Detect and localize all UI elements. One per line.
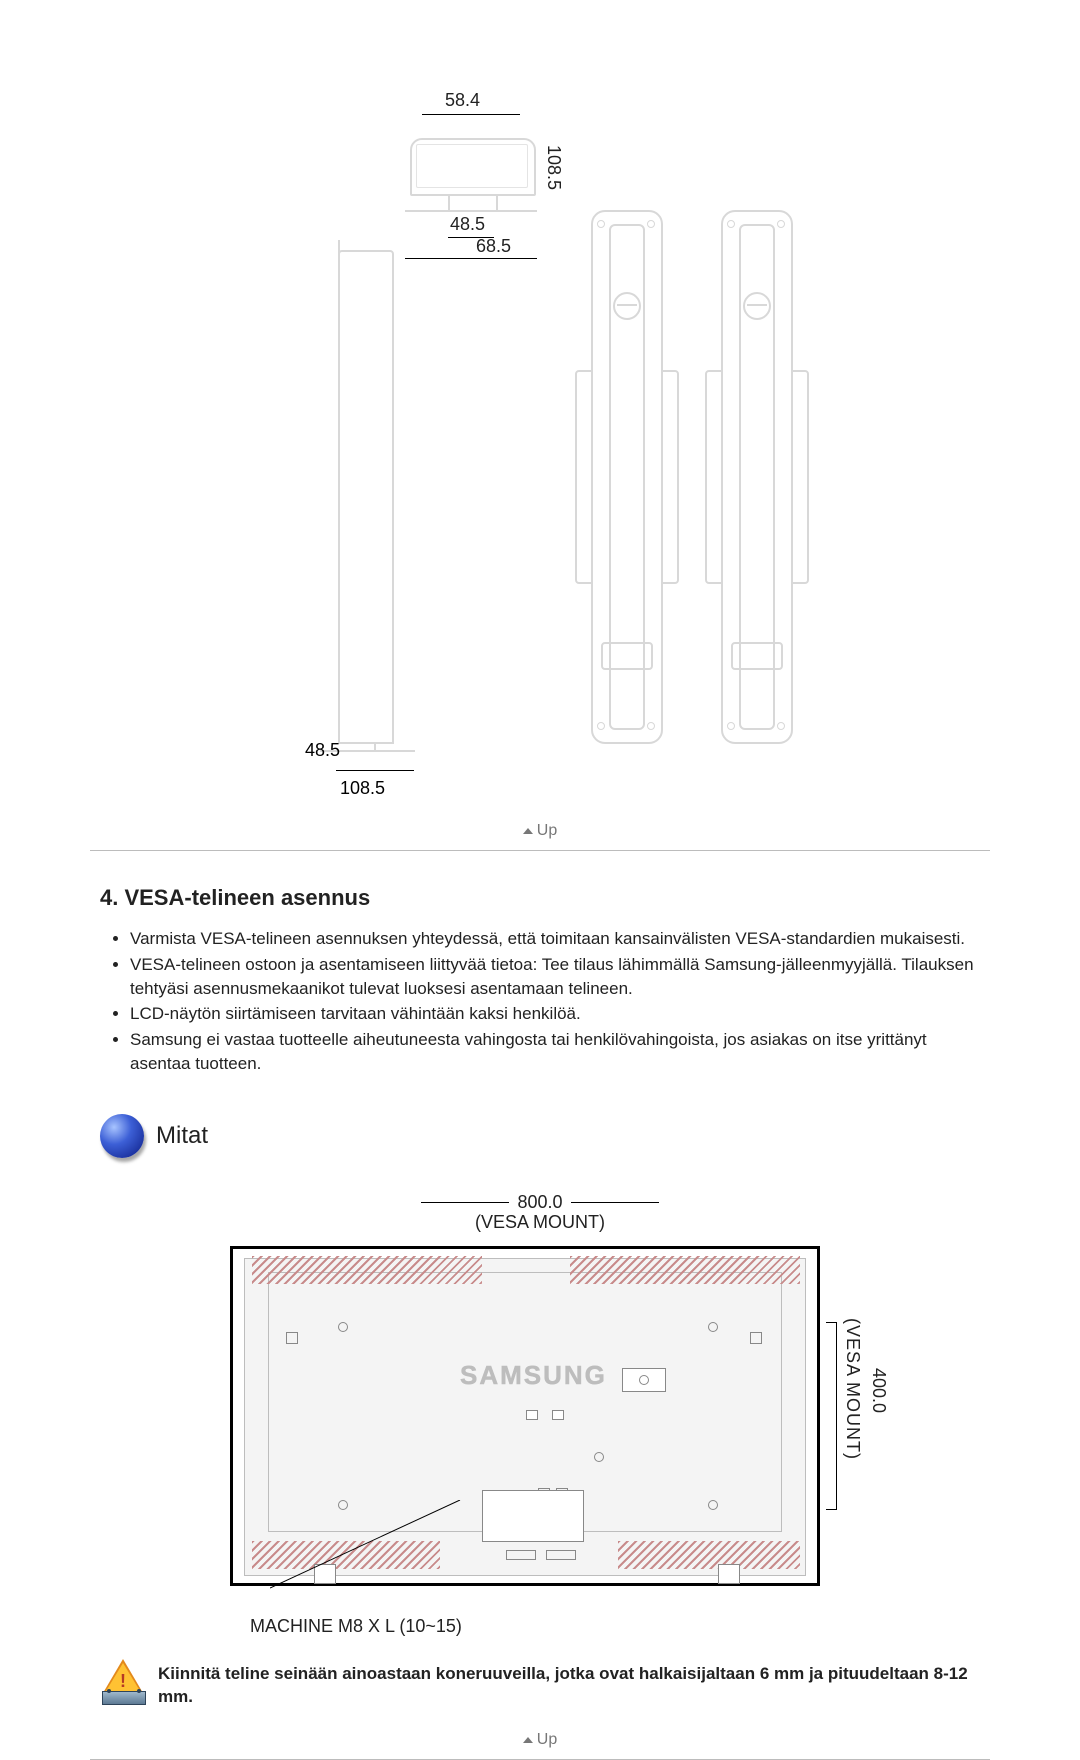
stand-foot: [405, 210, 537, 212]
foot-tab: [314, 1564, 336, 1584]
rail-bolt: [727, 220, 735, 228]
section-bullets: Varmista VESA-telineen asennuksen yhteyd…: [130, 927, 980, 1076]
up-link[interactable]: Up: [523, 822, 557, 839]
vesa-right-400: 400.0: [868, 1368, 889, 1413]
vesa-hole: [708, 1322, 718, 1332]
machine-note: MACHINE M8 X L (10~15): [250, 1616, 1080, 1637]
back-panel-screw: [750, 1332, 762, 1344]
rail-bolt: [727, 722, 735, 730]
foot-tab: [718, 1564, 740, 1584]
dim-108-5-vertical: 108.5: [543, 145, 564, 190]
bullet-item: Samsung ei vastaa tuotteelle aiheutunees…: [130, 1028, 980, 1076]
dim-line: [571, 1202, 659, 1203]
up-caret-icon: [523, 1737, 533, 1743]
section-heading: 4. VESA-telineen asennus: [100, 885, 980, 911]
up-label: Up: [537, 1731, 557, 1748]
hatch-top-left: [252, 1256, 482, 1284]
rail-bolt: [647, 722, 655, 730]
back-panel-port: [622, 1368, 666, 1392]
dim-58-4-label: 58.4: [445, 90, 480, 111]
dim-58-4-line: [422, 114, 520, 115]
back-panel-screw: [286, 1332, 298, 1344]
vesa-right-bracket: [826, 1322, 837, 1510]
bullet-item: Varmista VESA-telineen asennuksen yhteyd…: [130, 927, 980, 951]
rail-bolt: [777, 220, 785, 228]
dim-side-108-5: 108.5: [340, 778, 385, 799]
up-link-row: Up: [0, 822, 1080, 840]
mitat-row: Mitat: [100, 1114, 1080, 1158]
stand-body-inner: [416, 144, 528, 188]
bullet-item: VESA-telineen ostoon ja asentamiseen lii…: [130, 953, 980, 1001]
hatch-top-right: [570, 1256, 800, 1284]
up-label: Up: [537, 822, 557, 839]
divider: [90, 850, 990, 851]
tv-back-figure: 800.0 (VESA MOUNT) SAMSUNG (VESA MOU: [230, 1188, 850, 1608]
up-link[interactable]: Up: [523, 1731, 557, 1748]
vesa-hole: [708, 1500, 718, 1510]
rail-bolt: [597, 722, 605, 730]
dim-line: [421, 1202, 509, 1203]
back-panel-port: [526, 1410, 538, 1420]
dim-800-value: 800.0: [517, 1192, 562, 1213]
back-panel-port: [552, 1410, 564, 1420]
bullet-item: LCD-näytön siirtämiseen tarvitaan vähint…: [130, 1002, 980, 1026]
up-caret-icon: [523, 828, 533, 834]
figure-top: 58.4 108.5 48.5 68.5 48.5 108.5: [190, 40, 890, 810]
warning-icon: !: [100, 1663, 146, 1707]
samsung-logo: SAMSUNG: [460, 1360, 607, 1391]
dim-side-108-5-line: [336, 770, 414, 771]
mitat-label: Mitat: [156, 1114, 208, 1158]
up-link-row: Up: [0, 1731, 1080, 1749]
vesa-right-label: (VESA MOUNT): [842, 1318, 863, 1460]
back-centre-box: [482, 1490, 584, 1542]
sphere-icon: [100, 1114, 144, 1158]
rail-slot: [601, 642, 653, 670]
dim-800-sub: (VESA MOUNT): [230, 1212, 850, 1233]
rail-bolt: [777, 722, 785, 730]
dim-68-5: 68.5: [476, 236, 511, 257]
rail-bolt: [647, 220, 655, 228]
mount-rails: [550, 210, 850, 770]
rail-right: [705, 210, 805, 740]
warning-text: Kiinnitä teline seinään ainoastaan koner…: [158, 1663, 980, 1709]
side-slab-inner: [338, 240, 394, 744]
rail-knob: [743, 292, 771, 320]
back-slot: [546, 1550, 576, 1560]
rail-knob: [613, 292, 641, 320]
section-vesa-install: 4. VESA-telineen asennus Varmista VESA-t…: [100, 885, 980, 1076]
dim-800: 800.0: [230, 1188, 850, 1213]
hatch-bottom-right: [618, 1541, 800, 1569]
page: 58.4 108.5 48.5 68.5 48.5 108.5: [0, 40, 1080, 1568]
rail-left: [575, 210, 675, 740]
rail-slot: [731, 642, 783, 670]
dim-side-48-5: 48.5: [280, 740, 340, 761]
vesa-hole: [338, 1500, 348, 1510]
vesa-hole: [338, 1322, 348, 1332]
rail-bolt: [597, 220, 605, 228]
back-slot: [506, 1550, 536, 1560]
side-foot-v: [374, 742, 376, 752]
hatch-bottom-left: [252, 1541, 440, 1569]
device-side-view: 48.5 108.5: [280, 220, 460, 780]
vesa-hole: [594, 1452, 604, 1462]
warning-row: ! Kiinnitä teline seinään ainoastaan kon…: [100, 1663, 980, 1709]
